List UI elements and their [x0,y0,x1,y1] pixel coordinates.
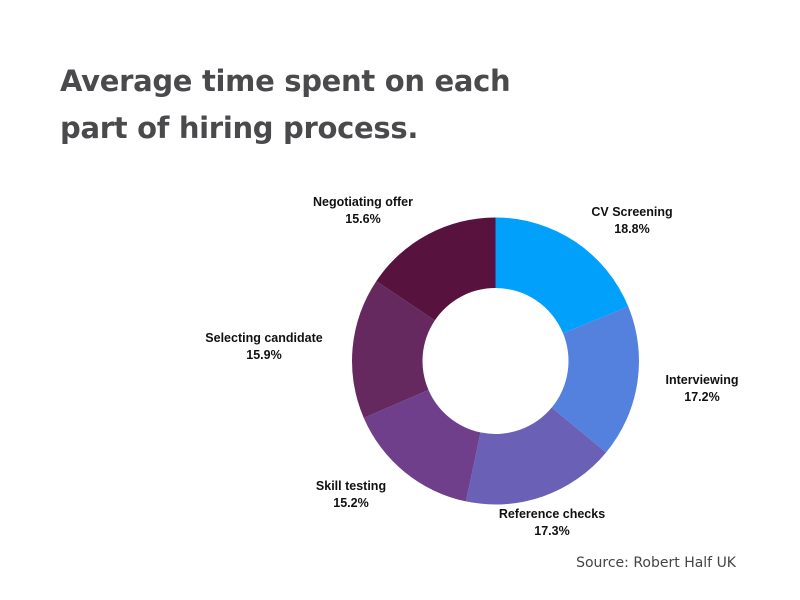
donut-slice-reference-checks [465,407,607,505]
slice-value-label: 17.3% [534,524,569,538]
slice-category-label: Interviewing [666,373,739,387]
slice-category-label: CV Screening [591,205,672,219]
donut-slice-negotiating-offer [376,217,496,321]
donut-slice-skill-testing [363,389,481,502]
slice-value-label: 18.8% [614,222,649,236]
slice-category-label: Selecting candidate [205,331,322,345]
donut-slice-interviewing [551,306,639,453]
chart-title: Average time spent on each part of hirin… [60,64,511,145]
slice-value-label: 15.9% [246,348,281,362]
slice-value-label: 15.6% [345,212,380,226]
slice-category-label: Reference checks [499,507,605,521]
donut-slice-selecting-candidate [352,281,435,418]
donut-slice-cv-screening [495,217,629,334]
source-note: Source: Robert Half UK [576,555,736,571]
slice-value-label: 17.2% [684,390,719,404]
slice-value-label: 15.2% [333,496,368,510]
slice-category-label: Negotiating offer [313,195,413,209]
slice-category-label: Skill testing [316,479,386,493]
